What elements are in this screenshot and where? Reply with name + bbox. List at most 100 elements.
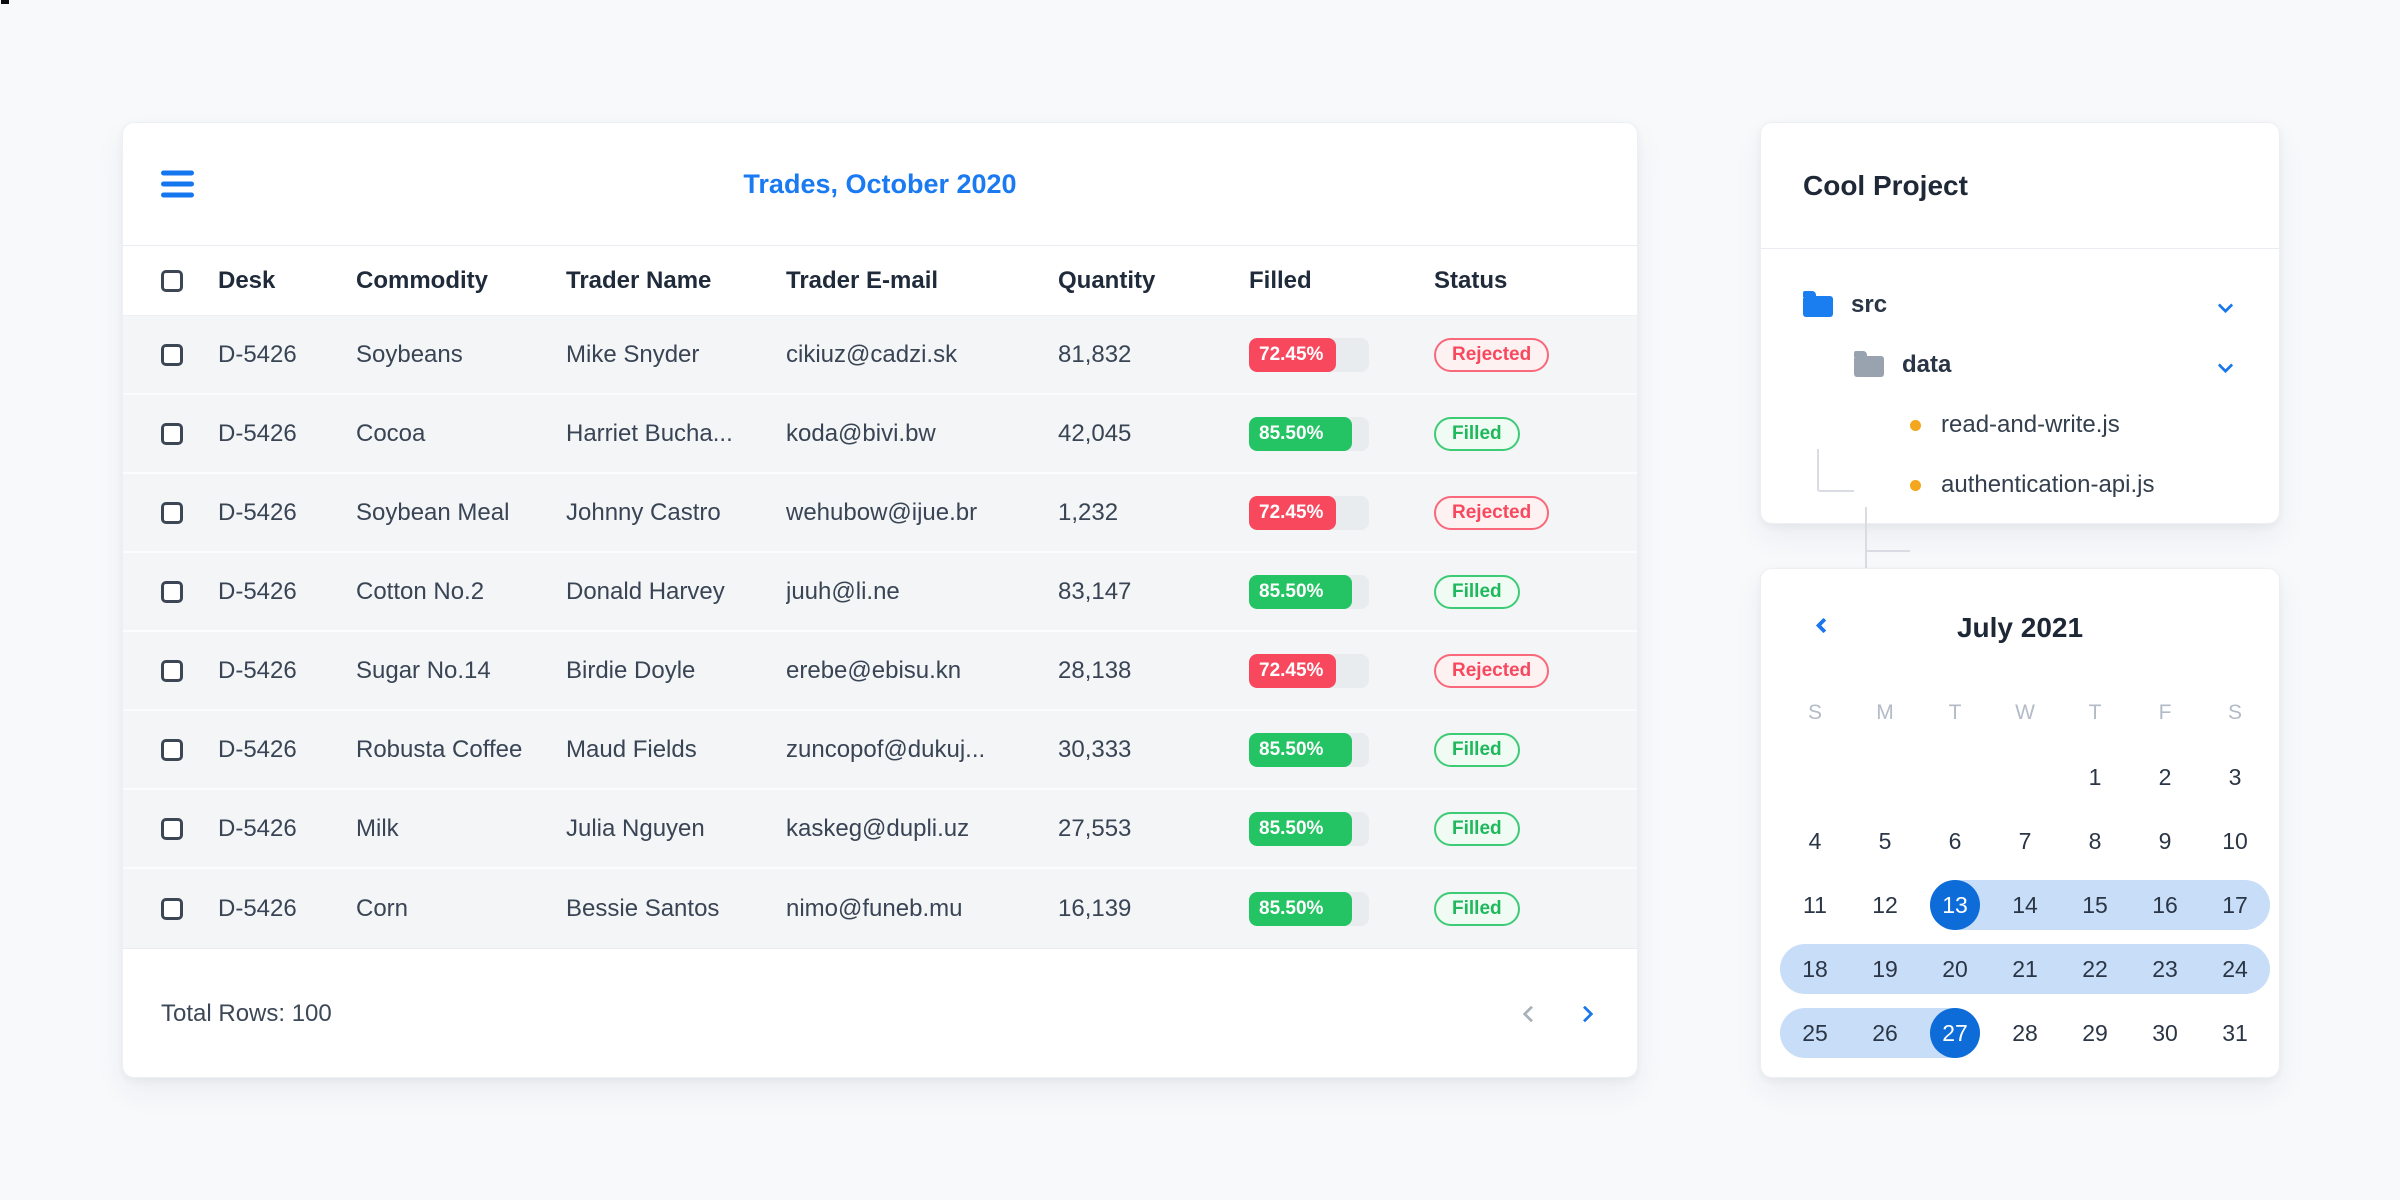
calendar-day[interactable]: 10 <box>2200 809 2270 873</box>
chevron-down-icon[interactable] <box>2217 297 2234 313</box>
calendar-day[interactable]: 17 <box>2200 873 2270 937</box>
range-band <box>2130 880 2200 930</box>
file-name: read-and-write.js <box>1941 411 2120 438</box>
next-page-icon[interactable] <box>1576 1005 1594 1022</box>
cell-desk: D-5426 <box>218 340 297 368</box>
calendar-day[interactable]: 6 <box>1920 809 1990 873</box>
cell-trader-email: juuh@li.ne <box>786 577 900 605</box>
row-checkbox[interactable] <box>161 739 183 762</box>
filled-progress-track: 85.50% <box>1249 732 1369 767</box>
cell-quantity: 1,232 <box>1058 498 1119 526</box>
calendar-day[interactable]: 1 <box>2060 745 2130 809</box>
calendar-day[interactable]: 7 <box>1990 809 2060 873</box>
calendar-day[interactable]: 21 <box>1990 937 2060 1001</box>
cell-filled: 85.50% <box>1249 811 1434 846</box>
calendar-day[interactable]: 20 <box>1920 937 1990 1001</box>
calendar-grid: 1 2 3 4 5 6 7 8 9 10 11 12 13 14 15 16 17 18 19 20 21 22 23 24 2… <box>1780 745 2270 1065</box>
status-badge: Filled <box>1434 891 1520 926</box>
cell-trader-email: cikiuz@cadzi.sk <box>786 340 958 368</box>
calendar-day[interactable]: 26 <box>1850 1001 1920 1065</box>
cell-filled: 72.45% <box>1249 495 1434 530</box>
calendar-day[interactable]: 25 <box>1780 1001 1850 1065</box>
menu-icon[interactable] <box>161 170 194 198</box>
filled-progress-track: 72.45% <box>1249 653 1369 688</box>
calendar-day[interactable]: 23 <box>2130 937 2200 1001</box>
tree-node-file[interactable]: read-and-write.js <box>1761 395 2279 455</box>
row-checkbox[interactable] <box>161 344 183 367</box>
calendar-prev-icon[interactable] <box>1815 617 1832 634</box>
calendar-day[interactable]: 9 <box>2130 809 2200 873</box>
filled-progress-fill: 72.45% <box>1249 337 1336 372</box>
folder-icon <box>1854 350 1884 377</box>
day-number: 28 <box>2012 1020 2038 1046</box>
tree-node-src[interactable]: src <box>1761 275 2279 335</box>
cell-quantity: 28,138 <box>1058 656 1132 684</box>
calendar-day[interactable]: 29 <box>2060 1001 2130 1065</box>
calendar-day[interactable]: 18 <box>1780 937 1850 1001</box>
filled-progress-track: 85.50% <box>1249 574 1369 609</box>
calendar-day[interactable]: 16 <box>2130 873 2200 937</box>
cell-status: Filled <box>1434 574 1599 609</box>
column-header-status: Status <box>1434 266 1508 294</box>
calendar-day[interactable]: 31 <box>2200 1001 2270 1065</box>
column-header-commodity: Commodity <box>356 266 488 294</box>
calendar-title: July 2021 <box>1956 612 2084 643</box>
calendar-day[interactable]: 5 <box>1850 809 1920 873</box>
tree-node-data[interactable]: data <box>1761 335 2279 395</box>
calendar-day[interactable]: 11 <box>1780 873 1850 937</box>
row-checkbox[interactable] <box>161 818 183 841</box>
range-band <box>2130 944 2200 994</box>
row-select-cell <box>161 578 218 606</box>
calendar-day[interactable]: 12 <box>1850 873 1920 937</box>
calendar-day[interactable]: 3 <box>2200 745 2270 809</box>
corner-artifact <box>1 0 9 4</box>
table-row: D-5426 Corn Bessie Santos nimo@funeb.mu 16,1… <box>123 869 1637 948</box>
calendar-day[interactable]: 15 <box>2060 873 2130 937</box>
prev-page-icon[interactable] <box>1522 1005 1540 1022</box>
calendar-day[interactable]: 4 <box>1780 809 1850 873</box>
row-checkbox[interactable] <box>161 660 183 683</box>
status-badge: Filled <box>1434 811 1520 846</box>
calendar-day[interactable]: 2 <box>2130 745 2200 809</box>
chevron-down-icon[interactable] <box>2217 357 2234 373</box>
file-bullet-icon <box>1910 419 1921 431</box>
cell-trader-name: Bessie Santos <box>566 894 720 922</box>
range-band <box>1780 944 1850 994</box>
filled-progress-fill: 85.50% <box>1249 891 1352 926</box>
select-all-checkbox[interactable] <box>161 270 183 293</box>
calendar-day[interactable]: 22 <box>2060 937 2130 1001</box>
cell-desk: D-5426 <box>218 419 297 447</box>
row-checkbox[interactable] <box>161 581 183 604</box>
column-header-quantity: Quantity <box>1058 266 1156 294</box>
column-header-trader-name: Trader Name <box>566 266 712 294</box>
cell-commodity: Cocoa <box>356 419 426 447</box>
day-number: 6 <box>1948 828 1962 854</box>
calendar-day[interactable]: 8 <box>2060 809 2130 873</box>
day-number: 24 <box>2222 956 2248 982</box>
tree-node-file[interactable]: authentication-api.js <box>1761 455 2279 515</box>
calendar-day[interactable]: 14 <box>1990 873 2060 937</box>
calendar-day[interactable]: 28 <box>1990 1001 2060 1065</box>
cell-quantity: 81,832 <box>1058 340 1132 368</box>
column-header-filled: Filled <box>1249 266 1312 294</box>
folder-name: src <box>1851 291 1888 318</box>
row-checkbox[interactable] <box>161 898 183 921</box>
cell-filled: 85.50% <box>1249 416 1434 451</box>
row-checkbox[interactable] <box>161 423 183 446</box>
calendar-day[interactable]: 27 <box>1920 1001 1990 1065</box>
filled-progress-fill: 85.50% <box>1249 811 1352 846</box>
cell-status: Rejected <box>1434 337 1599 372</box>
cell-status: Filled <box>1434 811 1599 846</box>
cell-commodity: Milk <box>356 814 399 842</box>
calendar-day[interactable]: 24 <box>2200 937 2270 1001</box>
selected-day-number: 13 <box>1930 880 1980 930</box>
calendar-header: July 2021 <box>1761 612 2279 644</box>
calendar-day[interactable]: 19 <box>1850 937 1920 1001</box>
range-band <box>1780 1008 1850 1058</box>
day-number: 17 <box>2222 892 2248 918</box>
calendar-day[interactable]: 13 <box>1920 873 1990 937</box>
row-checkbox[interactable] <box>161 502 183 525</box>
cell-trader-email: nimo@funeb.mu <box>786 894 963 922</box>
calendar-day[interactable]: 30 <box>2130 1001 2200 1065</box>
